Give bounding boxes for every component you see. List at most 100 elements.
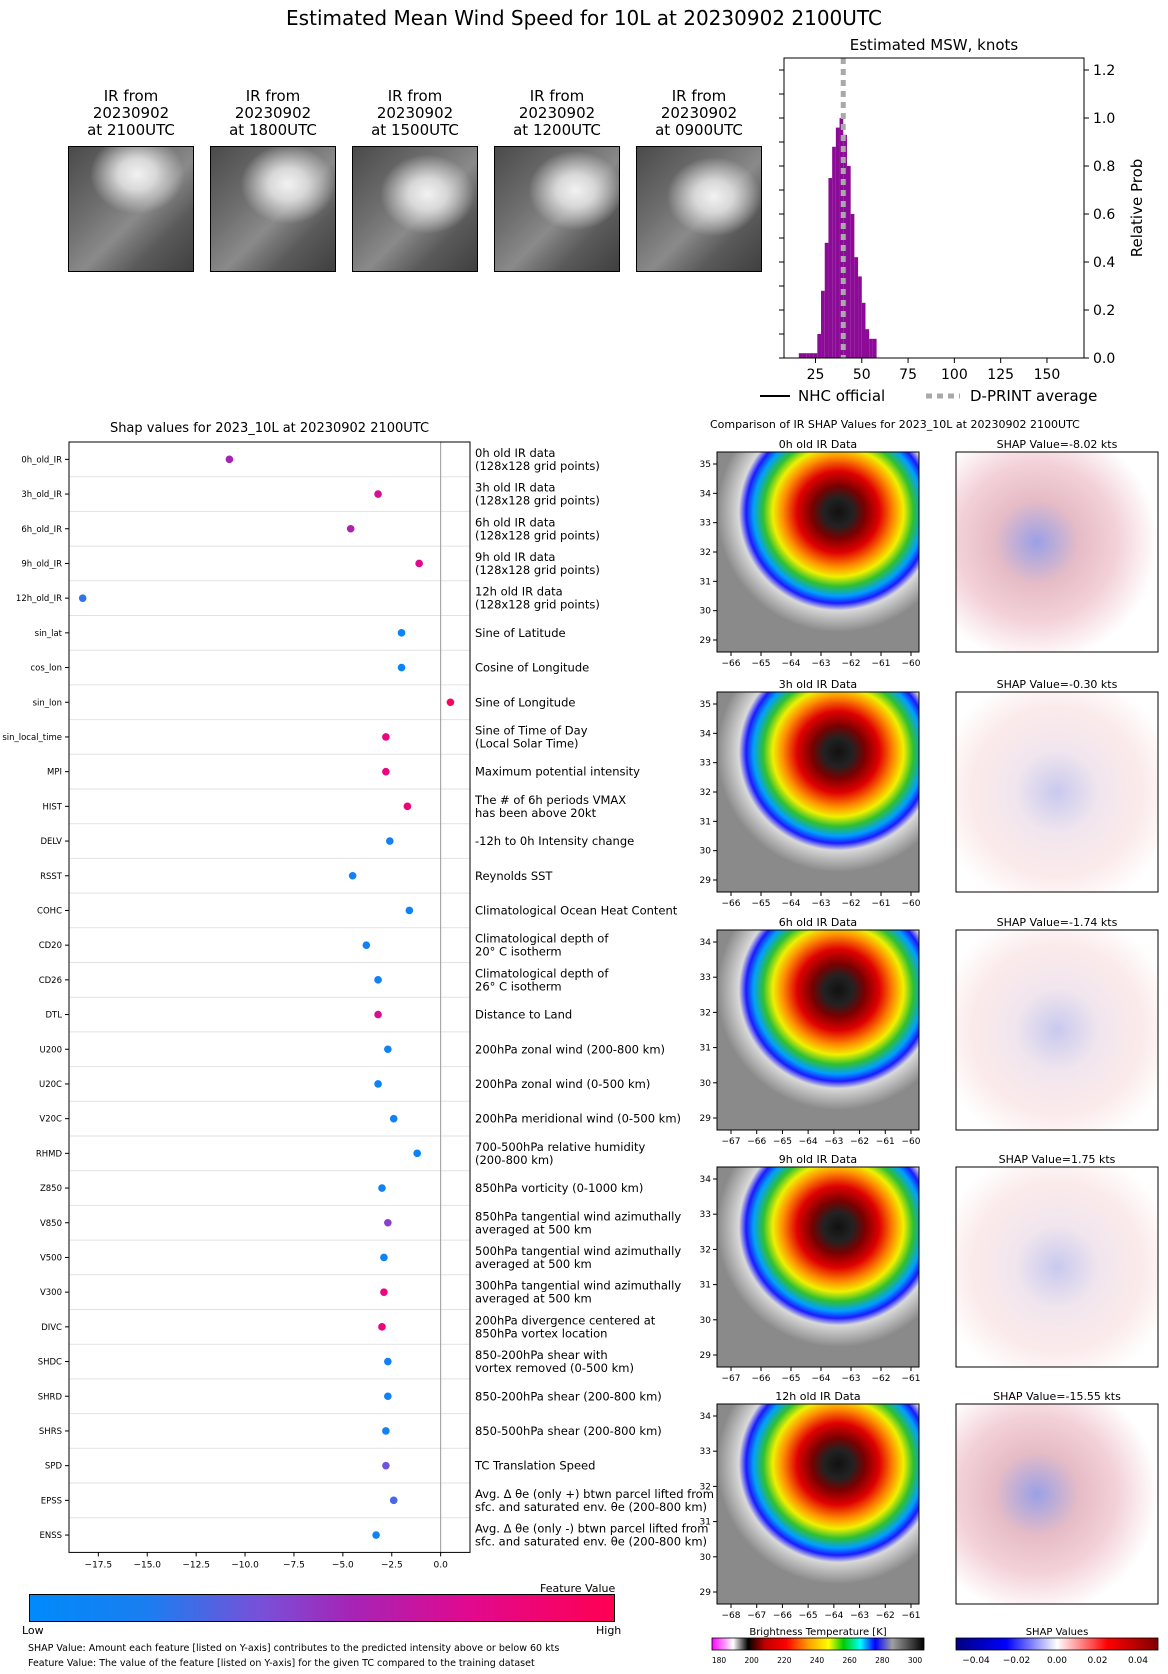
ir-x-tick-label: −63 — [812, 659, 831, 669]
ir-x-tick-label: −65 — [752, 659, 771, 669]
msw-y-tick-label: 1.2 — [1093, 63, 1115, 79]
shap-feature-label: 0h_old_IR — [21, 455, 62, 465]
msw-y-label: Relative Prob — [1128, 159, 1146, 258]
shap-feature-description: averaged at 500 km — [475, 1292, 592, 1306]
sv-colorbar-label: SHAP Values — [1026, 1627, 1089, 1638]
comparison-title: Comparison of IR SHAP Values for 2023_10… — [710, 418, 1080, 431]
ir-x-tick-label: −64 — [782, 659, 801, 669]
sv-colorbar-tick: 0.04 — [1128, 1656, 1148, 1666]
shap-feature-description: (128x128 grid points) — [475, 528, 600, 542]
shap-feature-description: 6h old IR data — [475, 515, 555, 529]
shap-feature-description: (128x128 grid points) — [475, 459, 600, 473]
ir-caption-line: 20230902 — [92, 104, 170, 122]
shap-heatmap-panel — [955, 691, 1159, 893]
shap-feature-label: 9h_old_IR — [21, 559, 62, 569]
ir-caption-line: IR from — [103, 87, 159, 105]
shap-feature-description: averaged at 500 km — [475, 1222, 592, 1236]
ir-y-tick-label: 33 — [700, 973, 711, 983]
msw-bar — [832, 146, 836, 358]
shap-feature-description: Sine of Longitude — [475, 695, 575, 709]
ir-x-tick-label: −67 — [747, 1611, 766, 1621]
shap-feature-description: Maximum potential intensity — [475, 765, 640, 779]
ir-y-tick-label: 30 — [700, 847, 712, 857]
shap-feature-label: CD26 — [39, 976, 62, 986]
msw-title: Estimated MSW, knots — [850, 36, 1019, 54]
ir-x-tick-label: −63 — [812, 899, 831, 909]
shap-feature-description: 300hPa tangential wind azimuthally — [475, 1279, 681, 1293]
ir-y-tick-label: 35 — [700, 700, 711, 710]
shap-feature-description: Reynolds SST — [475, 869, 553, 883]
shap-feature-description: Sine of Latitude — [475, 626, 566, 640]
shap-point — [384, 1045, 392, 1054]
shap-feature-description: 3h old IR data — [475, 481, 555, 495]
shap-panel-title: SHAP Value=-8.02 kts — [997, 438, 1118, 451]
shap-scatter-plot: Shap values for 2023_10L at 20230902 210… — [2, 421, 714, 1570]
ir-y-tick-label: 30 — [700, 1553, 712, 1563]
ir-y-tick-label: 29 — [700, 1114, 712, 1124]
shap-x-tick-label: −2.5 — [381, 1560, 403, 1570]
ir-x-tick-label: −66 — [752, 1374, 771, 1384]
shap-feature-label: V500 — [40, 1253, 62, 1263]
shap-point — [403, 802, 412, 811]
shap-point — [397, 663, 406, 672]
ir-data-panel — [716, 929, 920, 1131]
shap-point — [384, 1357, 392, 1366]
bt-colorbar-tick: 180 — [712, 1656, 727, 1665]
shap-point — [384, 1392, 392, 1401]
shap-feature-description: (200-800 km) — [475, 1153, 554, 1167]
ir-x-tick-label: −63 — [850, 1611, 869, 1621]
shap-x-tick-label: −17.5 — [85, 1560, 113, 1570]
ir-panel-title: 6h old IR Data — [779, 916, 857, 929]
shap-point — [378, 1184, 386, 1192]
ir-x-tick-label: −61 — [872, 899, 891, 909]
ir-x-tick-label: −64 — [824, 1611, 843, 1621]
ir-y-tick-label: 29 — [700, 876, 712, 886]
shap-point — [382, 767, 390, 776]
msw-bar — [809, 353, 814, 358]
ir-caption-line: IR from — [245, 87, 301, 105]
ir-panel-title: 12h old IR Data — [775, 1390, 860, 1403]
ir-x-tick-label: −65 — [773, 1137, 792, 1147]
ir-panel-title: 9h old IR Data — [779, 1153, 857, 1166]
shap-x-tick-label: −5.0 — [332, 1560, 354, 1570]
ir-thumbnail-image — [210, 146, 336, 272]
shap-feature-description: Sine of Time of Day — [475, 723, 588, 737]
shap-panel-title: SHAP Value=-0.30 kts — [997, 678, 1118, 691]
ir-y-tick-label: 31 — [700, 577, 711, 587]
ir-thumbnail-image — [352, 146, 478, 272]
shap-feature-description: Cosine of Longitude — [475, 661, 589, 675]
ir-caption: IR from 20230902 at 2100UTC — [56, 88, 206, 139]
msw-bar — [854, 257, 859, 358]
shap-point — [382, 1427, 390, 1435]
ir-caption-line: IR from — [671, 87, 727, 105]
sv-colorbar — [955, 1637, 1159, 1651]
shap-point — [374, 976, 382, 984]
shap-feature-label: V850 — [40, 1219, 62, 1229]
ir-x-tick-label: −66 — [722, 659, 741, 669]
msw-bar — [865, 329, 870, 358]
shap-feature-label: 12h_old_IR — [16, 594, 62, 604]
shap-feature-label: HIST — [43, 802, 63, 812]
ir-x-tick-label: −65 — [782, 1374, 801, 1384]
shap-feature-description: (128x128 grid points) — [475, 598, 600, 612]
sv-colorbar-tick: −0.04 — [962, 1656, 990, 1666]
shap-point — [346, 524, 355, 533]
shap-x-tick-label: −15.0 — [133, 1560, 161, 1570]
shap-feature-description: (128x128 grid points) — [475, 563, 600, 577]
msw-y-tick-label: 0.2 — [1093, 303, 1115, 319]
shap-point — [380, 1288, 388, 1296]
msw-bar — [806, 353, 810, 358]
shap-x-tick-label: −7.5 — [283, 1560, 305, 1570]
ir-caption-line: at 1800UTC — [229, 121, 317, 139]
ir-caption-line: at 0900UTC — [655, 121, 743, 139]
shap-axes-frame — [68, 441, 471, 1553]
ir-x-tick-label: −62 — [842, 899, 861, 909]
shap-feature-label: DTL — [46, 1011, 63, 1021]
ir-x-tick-label: −66 — [747, 1137, 766, 1147]
shap-feature-label: SHRS — [39, 1427, 62, 1437]
msw-y-tick-label: 0.0 — [1093, 351, 1115, 367]
shap-feature-description: sfc. and saturated env. θe (200-800 km) — [475, 1500, 707, 1514]
ir-y-tick-label: 29 — [700, 1588, 712, 1598]
ir-y-tick-label: 33 — [700, 519, 711, 529]
ir-y-tick-label: 32 — [700, 788, 711, 798]
